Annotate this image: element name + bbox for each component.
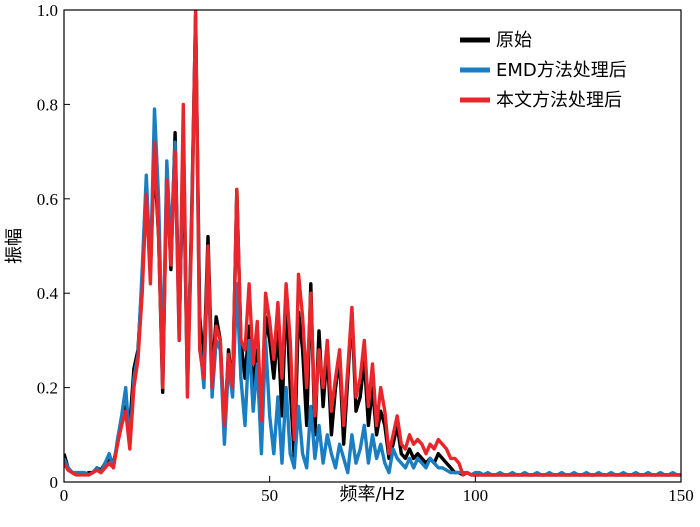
y-tick-label: 0.8 — [37, 95, 58, 114]
y-tick-label: 0.4 — [37, 284, 59, 303]
legend-label: EMD方法处理后 — [496, 60, 627, 81]
y-tick-label: 1.0 — [37, 1, 58, 20]
y-axis-ticks: 0 0.2 0.4 0.6 0.8 1.0 — [37, 1, 70, 492]
plot-frame — [63, 9, 682, 483]
y-axis-label: 振幅 — [4, 228, 25, 264]
x-tick-label: 0 — [60, 486, 69, 505]
x-tick-label: 100 — [463, 486, 489, 505]
legend-label: 原始 — [496, 30, 532, 51]
x-axis-ticks: 0 50 100 150 — [60, 476, 694, 505]
x-axis-label: 频率/Hz — [339, 484, 404, 505]
legend-label: 本文方法处理后 — [496, 90, 622, 111]
series-layer — [64, 10, 681, 477]
x-tick-label: 150 — [668, 486, 694, 505]
series-line-2 — [64, 10, 681, 477]
x-tick-label: 50 — [261, 486, 278, 505]
y-tick-label: 0 — [50, 473, 59, 492]
y-tick-label: 0.6 — [37, 190, 58, 209]
y-tick-label: 0.2 — [37, 379, 58, 398]
